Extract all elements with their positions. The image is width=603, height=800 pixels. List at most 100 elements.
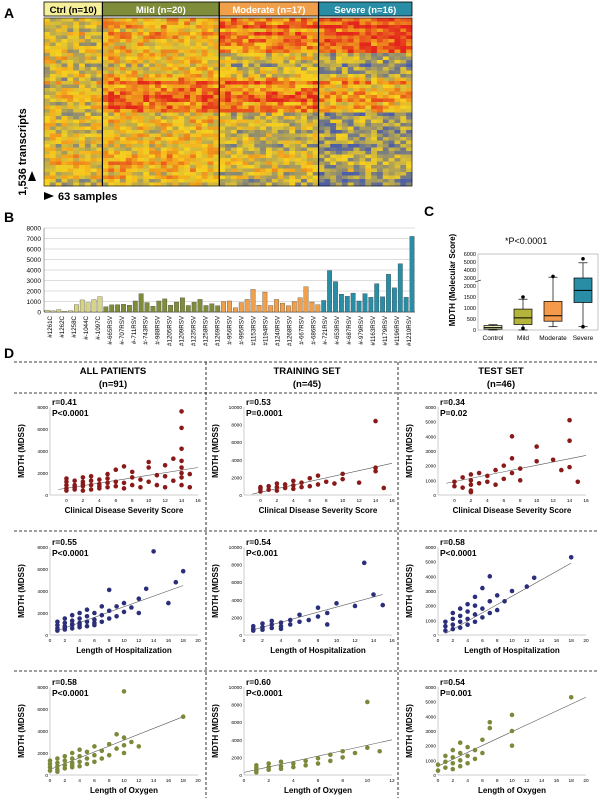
- scatter-point: [493, 482, 498, 488]
- heatmap-cell: [388, 105, 395, 110]
- heatmap-cell: [213, 179, 220, 183]
- heatmap-cell: [102, 144, 109, 148]
- bar: [162, 298, 168, 313]
- heatmap-cell: [108, 28, 115, 33]
- scatter-y-tick: 6000: [425, 545, 436, 551]
- heatmap-cell: [96, 84, 103, 89]
- heatmap-cell: [178, 63, 185, 68]
- heatmap-cell: [172, 133, 179, 138]
- heatmap-cell: [55, 67, 62, 71]
- heatmap-cell: [190, 144, 197, 148]
- heatmap-cell: [201, 81, 208, 85]
- heatmap-cell: [184, 140, 191, 145]
- scatter-point: [180, 568, 186, 574]
- heatmap-cell: [347, 133, 354, 138]
- scatter-y-tick: 1000: [425, 618, 436, 624]
- scatter-x-tick: 12: [389, 778, 395, 784]
- heatmap-cell: [102, 70, 109, 75]
- scatter-x-tick: 14: [151, 778, 157, 784]
- heatmap-cell: [184, 39, 191, 43]
- heatmap-cell: [236, 18, 243, 22]
- heatmap-cell: [353, 25, 360, 29]
- scatter-point: [315, 614, 321, 619]
- heatmap-cell: [114, 53, 121, 57]
- heatmap-cell: [283, 42, 290, 47]
- heatmap-cell: [271, 77, 278, 82]
- heatmap-cell: [90, 95, 97, 99]
- heatmap-cell: [359, 109, 366, 113]
- bar-y-tick: 3000: [27, 278, 42, 285]
- heatmap-cell: [353, 91, 360, 96]
- heatmap-cell: [160, 84, 167, 89]
- heatmap-cell: [254, 165, 261, 169]
- heatmap-cell: [55, 168, 62, 173]
- heatmap-cell: [353, 175, 360, 180]
- heatmap-cell: [96, 49, 103, 54]
- heatmap-cell: [172, 53, 179, 57]
- heatmap-cell: [236, 67, 243, 71]
- heatmap-cell: [347, 91, 354, 96]
- heatmap-cell: [365, 39, 372, 43]
- scatter-point: [187, 471, 193, 477]
- heatmap-cell: [254, 151, 261, 155]
- heatmap-cell: [265, 53, 273, 57]
- heatmap-cell: [242, 91, 249, 96]
- heatmap-cell: [149, 119, 156, 124]
- heatmap-cell: [330, 95, 337, 99]
- heatmap-cell: [67, 126, 74, 131]
- heatmap-cell: [283, 151, 290, 155]
- heatmap-cell: [73, 112, 80, 117]
- heatmap-cell: [388, 84, 395, 89]
- heatmap-cell: [160, 53, 167, 57]
- heatmap-cell: [353, 67, 360, 71]
- heatmap-cell: [102, 179, 109, 183]
- scatter-column-title: TEST SET: [478, 366, 524, 377]
- scatter-x-label: Clinical Disease Severity Score: [65, 506, 184, 515]
- heatmap-cell: [277, 95, 284, 99]
- box-y-tick: 2000: [464, 284, 476, 290]
- heatmap-cell: [79, 77, 86, 82]
- heatmap-cell: [190, 63, 197, 68]
- heatmap-cell: [260, 81, 267, 85]
- heatmap-cell: [154, 151, 162, 155]
- heatmap-cell: [376, 123, 384, 127]
- heatmap-cell: [213, 60, 220, 64]
- heatmap-cell: [265, 112, 273, 117]
- scatter-y-tick: 6000: [231, 720, 242, 726]
- heatmap-cell: [160, 182, 167, 187]
- scatter-r-value: r=0.55: [52, 537, 77, 547]
- scatter-y-tick: 6000: [425, 405, 436, 411]
- heatmap-cell: [49, 175, 56, 180]
- heatmap-cell: [301, 53, 308, 57]
- heatmap-cell: [44, 63, 51, 68]
- heatmap-cell: [49, 137, 56, 141]
- heatmap-cell: [365, 154, 372, 159]
- heatmap-cell: [131, 147, 138, 152]
- heatmap-cell: [154, 39, 162, 43]
- heatmap-cell: [44, 116, 51, 120]
- heatmap-cell: [271, 46, 278, 50]
- heatmap-cell: [318, 74, 325, 78]
- heatmap-cell: [190, 161, 197, 166]
- heatmap-cell: [172, 42, 179, 47]
- heatmap-cell: [190, 67, 197, 71]
- heatmap-cell: [119, 35, 127, 40]
- heatmap-cell: [178, 144, 185, 148]
- heatmap-cell: [201, 18, 208, 22]
- heatmap-cell: [172, 147, 179, 152]
- scatter-point: [173, 579, 179, 585]
- heatmap-cell: [201, 119, 208, 124]
- heatmap-cell: [400, 32, 407, 36]
- heatmap-cell: [114, 98, 121, 103]
- bar: [262, 291, 268, 313]
- heatmap-cell: [96, 140, 103, 145]
- heatmap-cell: [184, 161, 191, 166]
- heatmap-cell: [347, 119, 354, 124]
- heatmap-cell: [324, 109, 331, 113]
- heatmap-cell: [61, 42, 68, 47]
- heatmap-cell: [96, 130, 103, 134]
- bar-category-label: #1210RSV: [406, 315, 413, 346]
- bar: [103, 306, 109, 313]
- heatmap-cell: [143, 147, 150, 152]
- heatmap-cell: [73, 158, 80, 162]
